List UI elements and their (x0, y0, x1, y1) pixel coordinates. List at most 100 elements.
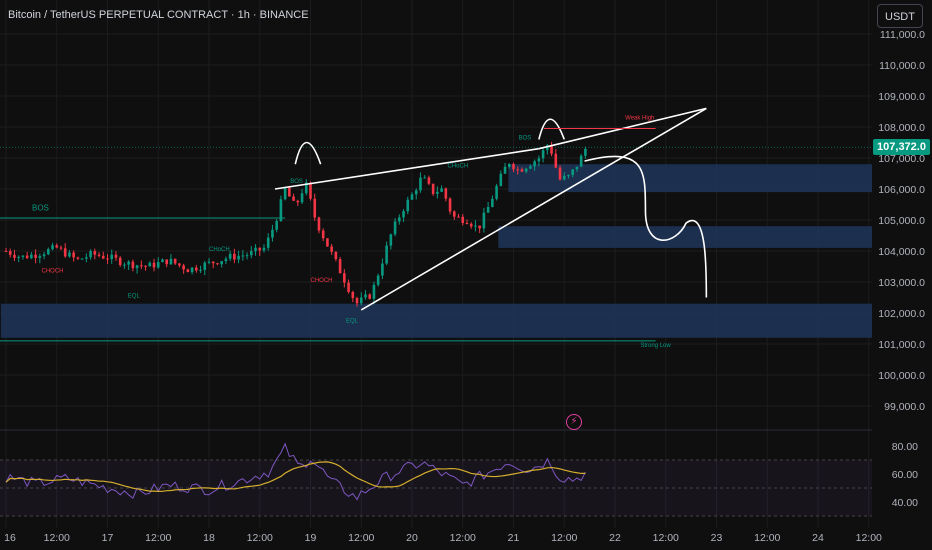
candle-body (279, 199, 283, 222)
candle-body (131, 261, 135, 269)
demand-zone (498, 226, 872, 248)
candle-body (554, 153, 558, 168)
candle-body (68, 252, 71, 257)
candle-body (457, 216, 460, 218)
candle-body (42, 254, 46, 257)
candle-body (469, 223, 473, 227)
candle-body (80, 258, 84, 260)
candle-body (169, 258, 173, 265)
candle-body (292, 196, 295, 201)
candle-body (351, 291, 355, 299)
candle-body (584, 148, 587, 156)
candle-body (567, 175, 570, 177)
candle-body (304, 182, 308, 194)
candle-body (241, 255, 245, 257)
rsi-pane (0, 442, 872, 517)
time-tick: 12:00 (856, 532, 882, 544)
candle-body (186, 269, 190, 273)
candle-body (207, 261, 211, 263)
candle-body (275, 221, 278, 230)
candle-body (406, 199, 410, 212)
candle-body (431, 183, 435, 194)
candle-body (529, 166, 532, 169)
candle-body (85, 257, 88, 259)
candle-body (258, 247, 262, 251)
candle-body (389, 234, 393, 246)
candle-body (495, 185, 498, 199)
candle-body (190, 267, 194, 273)
candle-body (114, 254, 118, 258)
rsi-ma-line (5, 461, 586, 492)
candles (4, 141, 587, 307)
candle-body (161, 259, 164, 263)
candle-body (474, 225, 477, 227)
candle-body (334, 251, 338, 260)
candle-body (414, 190, 418, 195)
candle-body (562, 175, 566, 180)
candle-body (452, 211, 456, 217)
demand-zone (508, 164, 872, 193)
candle-body (182, 265, 185, 270)
time-tick: 21 (508, 532, 520, 544)
wedge-upper-line (274, 147, 539, 190)
candle-body (220, 261, 223, 265)
candle-body (237, 255, 240, 260)
candle-body (271, 229, 274, 238)
candle-body (152, 262, 156, 268)
candle-body (13, 254, 16, 258)
candle-body (355, 298, 359, 304)
rsi-tick: 60.00 (892, 469, 918, 481)
candle-body (444, 188, 448, 199)
candle-body (491, 198, 494, 208)
candle-body (199, 269, 202, 271)
time-tick: 12:00 (450, 532, 476, 544)
candle-body (288, 187, 291, 197)
time-tick: 12:00 (44, 532, 70, 544)
candle-body (106, 258, 109, 260)
candle-body (156, 262, 160, 268)
strong-low-label: Strong Low (640, 343, 671, 349)
candle-body (575, 166, 579, 170)
price-tick: 109,000.0 (878, 91, 925, 103)
candle-body (72, 252, 75, 258)
demand-zones (0, 146, 873, 342)
candle-body (110, 254, 114, 260)
candle-body (364, 294, 367, 298)
price-tick: 107,000.0 (878, 153, 925, 165)
candle-body (233, 253, 236, 260)
candle-body (63, 248, 67, 257)
projection-path (584, 155, 708, 298)
candle-body (368, 294, 372, 299)
candle-body (76, 257, 80, 259)
time-tick: 12:00 (653, 532, 679, 544)
currency-button[interactable]: USDT (877, 4, 923, 28)
candle-body (118, 257, 122, 265)
time-tick: 24 (812, 532, 824, 544)
candle-body (385, 245, 388, 264)
price-tick: 101,000.0 (878, 339, 925, 351)
price-tick: 99,000.0 (884, 401, 925, 413)
candle-body (21, 255, 25, 257)
candle-body (135, 265, 139, 269)
price-tick: 105,000.0 (878, 215, 925, 227)
time-tick: 22 (609, 532, 621, 544)
alert-icon[interactable]: ⚡ (566, 414, 582, 430)
candle-body (486, 207, 490, 213)
candle-body (524, 168, 528, 172)
time-tick: 17 (102, 532, 114, 544)
time-axis[interactable]: 16 12:00 17 12:00 18 12:00 19 12:00 20 12:00 21 12:… (0, 528, 932, 550)
candle-body (423, 177, 426, 179)
rsi-tick: 80.00 (892, 441, 918, 453)
candle-body (419, 177, 422, 191)
price-axis[interactable]: 111,000.0 110,000.0 109,000.0 108,000.0 107,… (872, 0, 932, 550)
candle-body (224, 258, 228, 262)
candle-body (123, 264, 126, 266)
price-tick: 102,000.0 (878, 308, 925, 320)
price-tick: 111,000.0 (880, 29, 925, 41)
price-tick: 108,000.0 (878, 122, 925, 134)
candle-body (59, 247, 63, 249)
choch-label: CHoCH (448, 163, 469, 169)
candle-body (296, 200, 300, 203)
smc-labels: BOS BOS BOS CHOCH CHoCH CHOCH CHoCH EQL EQL Stron… (32, 115, 671, 349)
